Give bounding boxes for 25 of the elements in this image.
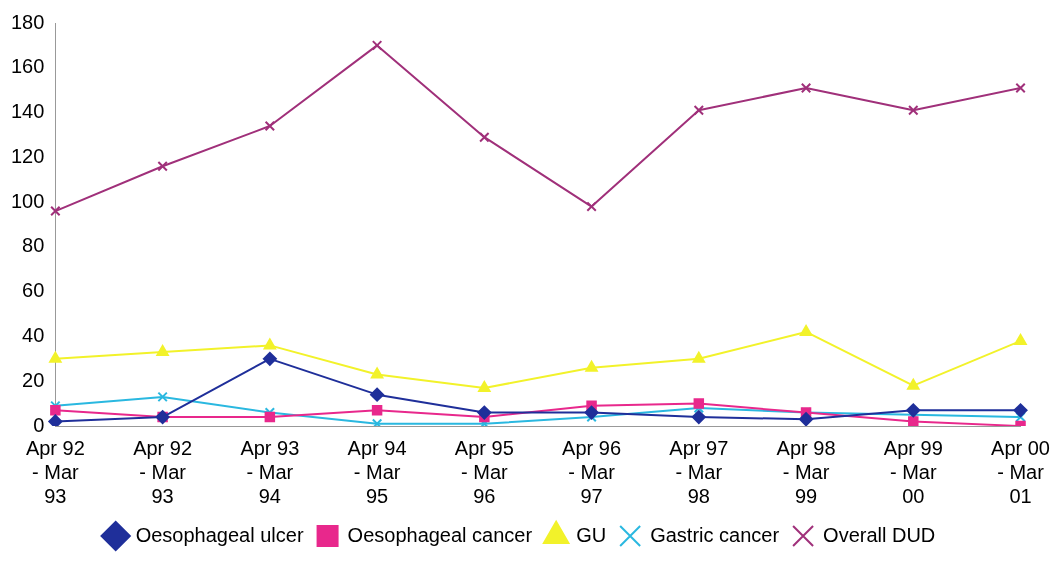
legend-label: Oesophageal ulcer (135, 523, 304, 546)
x-tick-label: Apr 00 - Mar 01 (991, 436, 1051, 507)
x-tick-label: Apr 98 - Mar 99 (776, 436, 836, 507)
y-tick-label: 180 (10, 10, 45, 33)
legend-label: Oesophageal cancer (347, 523, 533, 546)
legend-label: Overall DUD (823, 523, 936, 546)
y-tick-label: 160 (10, 55, 45, 78)
y-tick-label: 40 (22, 323, 45, 346)
y-tick-label: 120 (10, 144, 45, 167)
y-tick-label: 100 (10, 189, 45, 212)
x-tick-label: Apr 94 - Mar 95 (347, 436, 407, 507)
x-tick-label: Apr 96 - Mar 97 (562, 436, 622, 507)
legend-label: Gastric cancer (650, 523, 780, 546)
y-tick-label: 20 (22, 368, 45, 391)
x-tick-label: Apr 93 - Mar 94 (240, 436, 300, 507)
y-tick-label: 80 (22, 234, 45, 257)
y-tick-label: 0 (33, 413, 45, 436)
x-tick-label: Apr 92 - Mar 93 (25, 436, 85, 507)
x-tick-label: Apr 92 - Mar 93 (133, 436, 193, 507)
legend-label: GU (576, 523, 607, 546)
x-tick-label: Apr 97 - Mar 98 (669, 436, 729, 507)
x-tick-label: Apr 99 - Mar 00 (883, 436, 943, 507)
y-tick-label: 60 (22, 279, 45, 302)
x-tick-label: Apr 95 - Mar 96 (454, 436, 514, 507)
y-tick-label: 140 (10, 100, 45, 123)
